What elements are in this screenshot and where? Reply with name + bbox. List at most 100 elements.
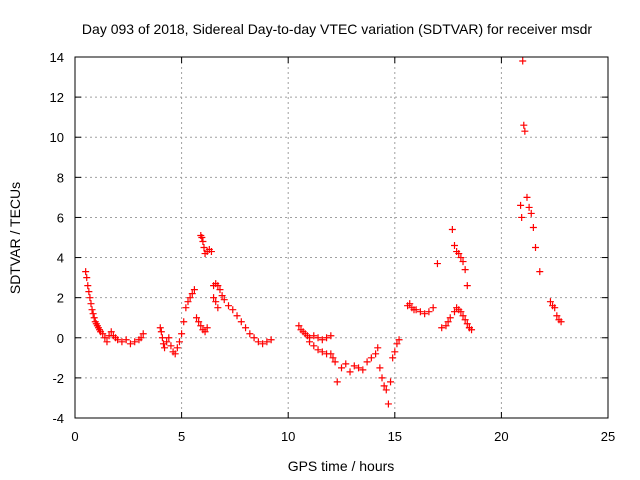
data-point [372,350,380,358]
data-point [250,334,258,342]
data-point [85,288,93,296]
data-point [382,386,390,394]
data-point [333,378,341,386]
data-point [200,244,208,252]
data-point [314,346,322,354]
y-tick-label: 10 [50,130,64,145]
data-point [88,306,96,314]
data-point [220,296,228,304]
data-point [455,250,463,258]
data-point [461,266,469,274]
data-point [89,310,97,318]
data-point [167,342,175,350]
data-point [450,308,458,316]
y-tick-label: 2 [57,291,64,306]
data-point [118,338,126,346]
x-axis-title: GPS time / hours [288,458,395,474]
data-point [218,292,226,300]
x-tick-label: 20 [494,429,508,444]
data-point [310,332,318,340]
grid-lines [75,57,608,418]
data-point [391,348,399,356]
data-point [374,344,382,352]
data-point [387,378,395,386]
data-point [193,314,201,322]
data-point [114,336,122,344]
y-tick-labels: -4 -2 0 2 4 6 8 10 12 14 [50,50,64,426]
data-point [359,366,367,374]
data-point [327,350,335,358]
y-tick-label: 14 [50,50,64,65]
data-point [406,300,414,308]
x-tick-label: 15 [388,429,402,444]
data-point [346,368,354,376]
data-point [518,213,526,221]
data-point [318,348,326,356]
data-point [384,400,392,408]
data-point [82,268,90,276]
data-point [190,286,198,294]
data-point [201,328,209,336]
data-point [295,322,303,330]
data-point [83,274,91,282]
data-point [527,209,535,217]
data-point [237,318,245,326]
data-point [457,308,465,316]
data-point [318,336,326,344]
data-point [229,306,237,314]
data-point [459,258,467,266]
data-point [450,242,458,250]
y-tick-label: 12 [50,90,64,105]
data-point [173,344,181,352]
data-point [306,338,314,346]
data-point [448,225,456,233]
data-point [523,193,531,201]
data-point [175,338,183,346]
x-tick-label: 25 [601,429,615,444]
data-point [84,282,92,290]
data-point [214,282,222,290]
data-point [178,330,186,338]
data-point [553,312,561,320]
data-point [214,304,222,312]
data-point [131,338,139,346]
data-point [519,57,527,65]
data-point [521,127,529,135]
data-point [517,201,525,209]
data-point [557,318,565,326]
data-point [101,334,109,342]
data-point [378,374,386,382]
y-tick-label: 6 [57,210,64,225]
x-tick-label: 5 [178,429,185,444]
data-point [520,121,528,129]
data-point [126,340,134,348]
data-point [338,364,345,372]
data-point [529,223,537,231]
data-point [158,334,166,342]
data-point [199,238,207,246]
data-point [380,382,388,390]
y-tick-label: 4 [57,251,64,266]
x-tick-labels: 0 5 10 15 20 25 [71,429,615,444]
data-point [122,336,130,344]
data-point [103,338,111,346]
chart-title: Day 093 of 2018, Sidereal Day-to-day VTE… [82,21,592,37]
data-point [216,286,224,294]
data-point [161,344,169,352]
data-point [350,362,358,370]
data-point [376,364,384,372]
data-point [86,294,94,302]
data-point [532,244,540,252]
data-point [429,304,437,312]
data-point [468,326,476,334]
data-point [188,290,196,298]
data-point [367,354,375,362]
data-points [82,57,565,408]
y-tick-label: 8 [57,170,64,185]
data-point [463,282,471,290]
data-point [389,354,397,362]
data-point [184,298,192,306]
data-point [395,336,403,344]
data-point [310,342,318,350]
